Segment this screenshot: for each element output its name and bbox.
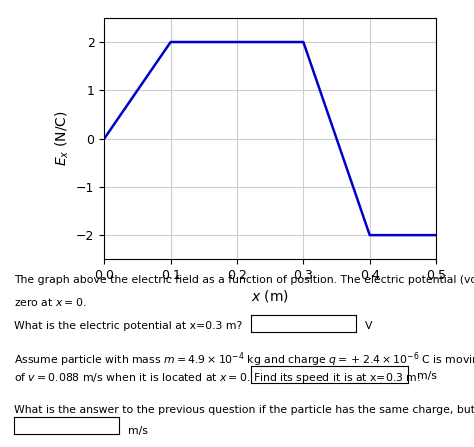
Text: V: V [365,321,373,331]
Text: What is the electric potential at x=0.3 m?: What is the electric potential at x=0.3 … [14,321,243,331]
Y-axis label: $E_x$ (N/C): $E_x$ (N/C) [53,111,71,166]
X-axis label: $x$ (m): $x$ (m) [251,287,289,304]
Text: The graph above the electric field as a function of position. The electric poten: The graph above the electric field as a … [14,275,474,285]
Text: Assume particle with mass $m = 4.9 \times 10^{-4}$ kg and charge $q = +2.4 \time: Assume particle with mass $m = 4.9 \time… [14,350,474,369]
Text: m/s: m/s [128,426,148,436]
Text: of $v = 0.088$ m/s when it is located at $x = 0$. Find its speed it is at x=0.3 : of $v = 0.088$ m/s when it is located at… [14,371,421,385]
Text: What is the answer to the previous question if the particle has the same charge,: What is the answer to the previous quest… [14,405,474,415]
Text: zero at $x = 0$.: zero at $x = 0$. [14,296,87,308]
Text: m/s: m/s [417,371,437,381]
